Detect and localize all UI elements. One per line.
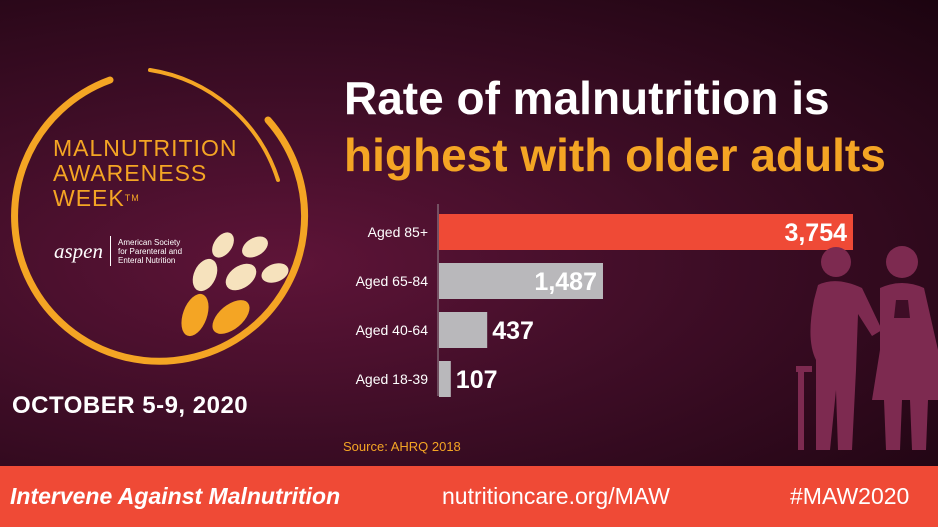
org-name-line-2: for Parenteral and: [118, 246, 183, 256]
bar-aged-40-64: [439, 312, 488, 348]
value-label: 1,487: [534, 268, 597, 296]
campaign-title-line-3: WEEK: [53, 185, 125, 211]
campaign-title-line-1: MALNUTRITION: [53, 135, 238, 161]
category-label: Aged 65-84: [356, 273, 429, 289]
value-label: 437: [492, 317, 534, 345]
org-logo: aspen American Society for Parenteral an…: [54, 236, 208, 266]
wheat-grain-icon: [181, 232, 289, 337]
value-label: 107: [456, 366, 498, 394]
logo-arc-icon: [11, 68, 308, 365]
campaign-dates: OCTOBER 5-9, 2020: [12, 392, 249, 419]
elderly-couple-icon: [796, 246, 938, 450]
category-label: Aged 85+: [368, 224, 428, 240]
org-name-line-3: Enteral Nutrition: [118, 255, 176, 265]
value-label: 3,754: [784, 219, 847, 247]
org-name-line-1: American Society: [118, 237, 181, 247]
bar-aged-18-39: [439, 361, 451, 397]
footer-hashtag: #MAW2020: [790, 483, 910, 509]
category-label: Aged 18-39: [356, 371, 429, 387]
bar-aged-85: [439, 214, 853, 250]
org-logo-wordmark: aspen: [54, 238, 103, 263]
footer-url[interactable]: nutritioncare.org/MAW: [442, 483, 670, 509]
org-logo-divider: [110, 236, 111, 266]
headline-line-1: Rate of malnutrition is: [344, 72, 830, 124]
campaign-title: MALNUTRITION AWARENESS WEEKTM: [53, 136, 238, 211]
footer-tagline: Intervene Against Malnutrition: [10, 483, 341, 509]
bar-aged-65-84: [439, 263, 603, 299]
malnutrition-bar-chart: Aged 85+ 3,754 Aged 65-84 1,487 Aged 40-64 43…: [356, 204, 853, 397]
campaign-logo: MALNUTRITION AWARENESS WEEKTM aspen Amer…: [0, 0, 330, 460]
headline: Rate of malnutrition is highest with old…: [344, 70, 886, 184]
trademark: TM: [124, 193, 140, 203]
source-note: Source: AHRQ 2018: [343, 439, 461, 454]
org-name: American Society for Parenteral and Ente…: [118, 238, 208, 265]
campaign-title-line-2: AWARENESS: [53, 160, 208, 186]
footer-banner: Intervene Against Malnutrition nutrition…: [0, 466, 938, 527]
headline-line-2: highest with older adults: [344, 129, 886, 181]
category-label: Aged 40-64: [356, 322, 429, 338]
